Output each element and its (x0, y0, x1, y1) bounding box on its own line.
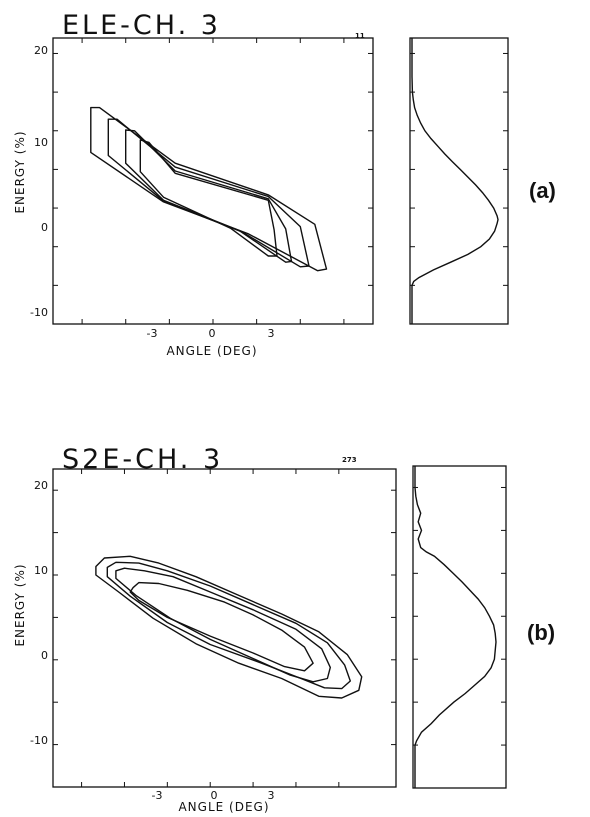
panel-a-ytick-label: 0 (41, 221, 48, 234)
panel-a-y-tick-labels: 20 10 0 -10 (30, 44, 48, 319)
panel-a-title: ELE-CH. 3 (62, 10, 221, 41)
panel-a-x-tick-labels: -3 0 3 (147, 327, 275, 340)
panel-a-xtick-label: -3 (147, 327, 158, 340)
panel-b-label: (b) (527, 620, 555, 645)
panel-a-contours (90, 106, 328, 272)
contour-mid (107, 118, 310, 268)
panel-a-y-axis-label: ENERGY (%) (13, 130, 27, 213)
panel-b-xtick-label: 0 (211, 789, 218, 802)
panel-a-tag: 11 (355, 32, 365, 40)
panel-a-projection-frame (409, 37, 509, 325)
contour-core (129, 581, 314, 672)
panel-b-ytick-label: -10 (30, 734, 48, 747)
panel-a-projection-ticks (410, 52, 508, 325)
panel-b-contours (95, 555, 363, 699)
panel-b-tag: 273 (342, 456, 357, 464)
panel-a-xtick-label: 0 (209, 327, 216, 340)
panel-a-x-axis-label: ANGLE (DEG) (166, 344, 257, 358)
panel-a-ytick-label: 20 (34, 44, 48, 57)
contour-inner (115, 567, 331, 683)
panel-a-xtick-label: 3 (268, 327, 275, 340)
panel-b-y-axis-label: ENERGY (%) (13, 563, 27, 646)
panel-b-y-tick-labels: 20 10 0 -10 (30, 479, 48, 747)
panel-b: S2E-CH. 3 273 20 10 0 -10 -3 0 3 ANGLE (… (13, 444, 555, 814)
panel-b-main-ticks (53, 469, 396, 788)
panel-b-x-tick-labels: -3 0 3 (152, 789, 275, 802)
panel-a-energy-projection-curve (411, 38, 499, 324)
panel-a-ytick-label: -10 (30, 306, 48, 319)
panel-b-projection-ticks (413, 486, 506, 789)
panel-a-ytick-label: 10 (34, 136, 48, 149)
panel-a: ELE-CH. 3 11 20 10 0 -10 -3 0 3 ANGLE (D… (13, 10, 556, 358)
panel-b-title: S2E-CH. 3 (62, 444, 223, 475)
contour-outer (95, 555, 363, 699)
panel-b-energy-projection-curve (414, 466, 497, 788)
contour-mid (106, 561, 351, 690)
panel-a-main-frame (52, 37, 374, 325)
contour-core (139, 139, 278, 257)
panel-b-ytick-label: 20 (34, 479, 48, 492)
panel-b-xtick-label: 3 (268, 789, 275, 802)
panel-a-label: (a) (529, 178, 556, 203)
panel-b-projection-frame (412, 465, 507, 789)
panel-b-main-frame (52, 468, 397, 788)
panel-b-xtick-label: -3 (152, 789, 163, 802)
panel-a-main-ticks (53, 38, 373, 325)
contour-outer (90, 106, 328, 272)
panel-b-ytick-label: 10 (34, 564, 48, 577)
panel-b-x-axis-label: ANGLE (DEG) (178, 800, 269, 813)
panel-b-ytick-label: 0 (41, 649, 48, 662)
